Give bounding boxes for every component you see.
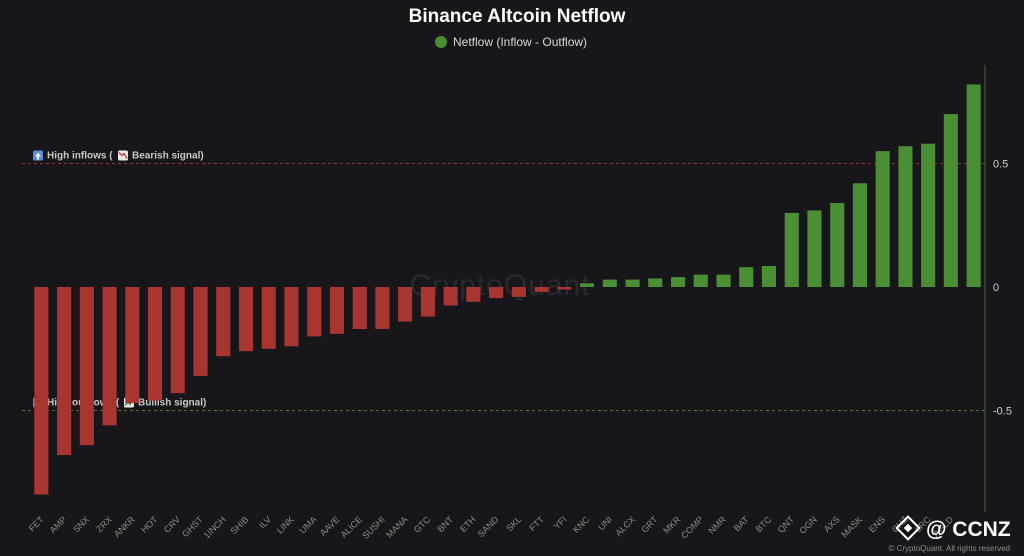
x-tick-label: SAND bbox=[476, 514, 501, 539]
bar-skl[interactable] bbox=[511, 287, 526, 297]
bar-ftt[interactable] bbox=[534, 287, 549, 292]
x-tick-label: 1INCH bbox=[202, 514, 228, 540]
x-tick-label: ILV bbox=[257, 514, 273, 530]
bar-fet[interactable] bbox=[34, 287, 49, 495]
x-tick-label: AAVE bbox=[318, 514, 342, 538]
bar-chz[interactable] bbox=[898, 146, 913, 287]
bar-yfi[interactable] bbox=[557, 287, 572, 290]
svg-text:High inflows (: High inflows ( bbox=[47, 151, 113, 162]
bar-amp[interactable] bbox=[57, 287, 72, 455]
bar-aave[interactable] bbox=[329, 287, 344, 334]
x-tick-label: AMP bbox=[48, 514, 69, 535]
x-tick-label: SNX bbox=[71, 514, 91, 534]
bar-shib[interactable] bbox=[239, 287, 254, 352]
x-tick-label: ALCX bbox=[613, 514, 637, 538]
bar-uma[interactable] bbox=[307, 287, 322, 337]
bar-crv[interactable] bbox=[170, 287, 185, 394]
x-tick-label: BNT bbox=[435, 514, 455, 534]
x-tick-label: SUSHI bbox=[360, 514, 387, 541]
x-tick-label: NMR bbox=[706, 514, 728, 536]
bar-zrx[interactable] bbox=[102, 287, 117, 426]
bar-mkr[interactable] bbox=[671, 277, 686, 287]
x-tick-label: FTT bbox=[527, 514, 546, 533]
annotation-label: High inflows ( Bearish signal) bbox=[33, 150, 204, 162]
bar-link[interactable] bbox=[284, 287, 299, 347]
bars bbox=[34, 84, 981, 495]
x-tick-label: AXS bbox=[822, 514, 842, 534]
bar-ankr[interactable] bbox=[125, 287, 140, 404]
x-tick-label: ANKR bbox=[112, 514, 137, 539]
bar-mask[interactable] bbox=[852, 183, 867, 287]
bar-comp[interactable] bbox=[693, 274, 708, 287]
x-tick-label: MASK bbox=[839, 514, 864, 539]
arrow-up-icon bbox=[33, 150, 43, 161]
x-tick-label: YFI bbox=[552, 514, 569, 531]
x-tick-label: ENS bbox=[867, 514, 887, 534]
x-tick-label: MANA bbox=[384, 514, 409, 539]
copyright-text: © CryptoQuant. All rights reserved bbox=[889, 544, 1011, 553]
chart-down-icon bbox=[118, 150, 128, 161]
y-tick-label: -0.5 bbox=[993, 406, 1012, 418]
bar-uni[interactable] bbox=[602, 279, 617, 287]
bar-sushi[interactable] bbox=[375, 287, 390, 329]
bar-knc[interactable] bbox=[580, 283, 595, 287]
x-tick-label: GRT bbox=[639, 514, 660, 535]
bar-ens[interactable] bbox=[875, 151, 890, 287]
bar-grt[interactable] bbox=[648, 278, 663, 287]
x-tick-label: OGN bbox=[797, 514, 819, 536]
y-axis-ticks: 0.5 0 -0.5 bbox=[993, 159, 1012, 418]
bar-bat[interactable] bbox=[739, 267, 754, 287]
x-tick-label: GHST bbox=[180, 514, 205, 539]
brand-logo: @ CCNZ bbox=[895, 515, 1011, 541]
x-tick-label: HOT bbox=[139, 514, 160, 535]
bar-eth[interactable] bbox=[466, 287, 481, 302]
bar-ghst[interactable] bbox=[193, 287, 208, 376]
legend-marker-icon bbox=[435, 36, 447, 48]
svg-text:Bearish signal): Bearish signal) bbox=[132, 151, 204, 162]
bar-btc[interactable] bbox=[761, 266, 776, 287]
bar-hot[interactable] bbox=[148, 287, 163, 401]
x-tick-label: COMP bbox=[679, 514, 705, 540]
bar-ogn[interactable] bbox=[807, 210, 822, 287]
bar-snx[interactable] bbox=[79, 287, 94, 446]
x-tick-label: ZRX bbox=[94, 514, 114, 534]
bar-axs[interactable] bbox=[830, 203, 845, 287]
x-tick-label: SKL bbox=[504, 514, 523, 533]
bar-lrc[interactable] bbox=[921, 143, 936, 287]
y-tick-label: 0.5 bbox=[993, 159, 1008, 171]
bar-ilv[interactable] bbox=[261, 287, 276, 349]
x-tick-label: LINK bbox=[275, 514, 296, 535]
bar-1inch[interactable] bbox=[216, 287, 231, 357]
x-tick-label: ETH bbox=[458, 514, 478, 534]
x-tick-label: BTC bbox=[754, 514, 774, 534]
chart-title: Binance Altcoin Netflow bbox=[409, 6, 626, 27]
bar-41[interactable] bbox=[966, 84, 981, 288]
bar-sand[interactable] bbox=[489, 287, 504, 299]
x-tick-label: UMA bbox=[297, 514, 318, 535]
bar-alcx[interactable] bbox=[625, 279, 640, 287]
bar-nmr[interactable] bbox=[716, 274, 731, 287]
y-tick-label: 0 bbox=[993, 282, 999, 294]
legend-label: Netflow (Inflow - Outflow) bbox=[453, 35, 587, 49]
x-tick-label: UNI bbox=[596, 514, 614, 532]
brand-handle: @ CCNZ bbox=[926, 518, 1011, 541]
x-tick-label: ALICE bbox=[339, 514, 364, 539]
x-tick-label: GTC bbox=[412, 514, 433, 535]
bar-bnt[interactable] bbox=[443, 287, 458, 306]
x-tick-label: BAT bbox=[732, 514, 751, 533]
x-tick-label: KNC bbox=[571, 514, 592, 535]
legend[interactable]: Netflow (Inflow - Outflow) bbox=[435, 35, 587, 49]
bar-alice[interactable] bbox=[352, 287, 367, 329]
x-tick-label: SHIB bbox=[228, 514, 250, 536]
svg-text:Bullish signal): Bullish signal) bbox=[138, 398, 206, 409]
bar-mana[interactable] bbox=[398, 287, 413, 322]
bar-agld[interactable] bbox=[943, 114, 958, 287]
x-tick-label: QNT bbox=[776, 514, 797, 535]
bar-qnt[interactable] bbox=[784, 212, 799, 287]
x-tick-label: FET bbox=[27, 514, 46, 533]
bar-gtc[interactable] bbox=[420, 287, 435, 317]
